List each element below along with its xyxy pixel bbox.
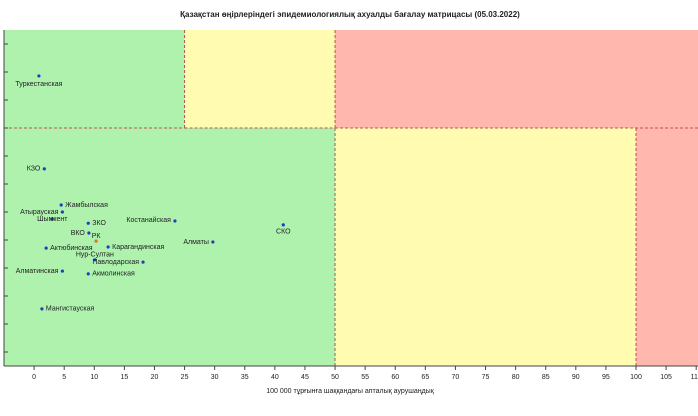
x-tick-label: 75 <box>482 374 490 381</box>
point-label: Костанайская <box>126 216 171 224</box>
x-tick-label: 50 <box>331 374 339 381</box>
point-label: Мангистауская <box>46 306 95 313</box>
x-tick-label: 40 <box>271 374 279 381</box>
point-label: СКО <box>276 229 291 236</box>
point-label: РК <box>92 233 102 240</box>
x-tick-label: 95 <box>602 374 610 381</box>
x-tick-label: 105 <box>660 374 672 381</box>
point <box>40 307 44 311</box>
point-label: Туркестанская <box>15 81 62 88</box>
point <box>60 210 64 214</box>
point-label: ВКО <box>71 230 86 237</box>
x-tick-label: 35 <box>241 374 249 381</box>
point <box>211 240 215 244</box>
point-label: Карагандинская <box>112 244 164 251</box>
zone <box>184 30 336 128</box>
zone <box>335 128 637 366</box>
x-tick-label: 80 <box>512 374 520 381</box>
chart-title: Қазақстан өңірлеріндегі эпидемиологиялық… <box>180 10 520 19</box>
x-tick-label: 70 <box>452 374 460 381</box>
x-tick-label: 25 <box>181 374 189 381</box>
point-label: Павлодарская <box>92 259 139 266</box>
x-tick-label: 30 <box>211 374 219 381</box>
point-label: Алматы <box>183 239 209 246</box>
zone <box>4 30 185 128</box>
point <box>86 272 90 276</box>
x-tick-label: 20 <box>151 374 159 381</box>
zone <box>4 128 336 366</box>
point-label: КЗО <box>27 166 41 173</box>
point <box>44 246 48 250</box>
point <box>173 219 177 223</box>
x-tick-label: 65 <box>421 374 429 381</box>
point <box>59 203 63 207</box>
point <box>37 74 41 78</box>
point <box>87 231 91 235</box>
zone <box>335 30 698 128</box>
x-tick-label: 5 <box>62 374 66 381</box>
point <box>106 245 110 249</box>
point-label: Жамбылская <box>65 201 108 209</box>
x-tick-label: 90 <box>572 374 580 381</box>
point-label: Шымкент <box>37 216 68 223</box>
point-label: Актюбинская <box>50 244 93 252</box>
point-label: Нур-Султан <box>76 252 114 259</box>
zone <box>636 128 698 366</box>
x-tick-label: 60 <box>391 374 399 381</box>
x-tick-label: 15 <box>120 374 128 381</box>
x-tick-label: 10 <box>90 374 98 381</box>
x-tick-label: 0 <box>32 374 36 381</box>
point-label: Акмолинская <box>92 271 135 278</box>
x-tick-label: 45 <box>301 374 309 381</box>
point <box>93 258 97 262</box>
point-label: ЗКО <box>92 220 106 227</box>
point <box>94 239 98 243</box>
x-axis-label: 100 000 тұрғынға шаққандағы апталық ауру… <box>266 388 434 395</box>
x-tick-label: 110 <box>691 374 698 381</box>
point-label: Атырауская <box>20 209 58 216</box>
point-label: Алматинская <box>16 268 59 275</box>
point <box>60 269 64 273</box>
x-tick-label: 100 <box>630 374 642 381</box>
point <box>141 260 145 264</box>
x-tick-label: 85 <box>542 374 550 381</box>
point <box>42 167 46 171</box>
x-tick-label: 55 <box>361 374 369 381</box>
point <box>281 223 285 227</box>
point <box>86 221 90 225</box>
point <box>50 217 54 221</box>
